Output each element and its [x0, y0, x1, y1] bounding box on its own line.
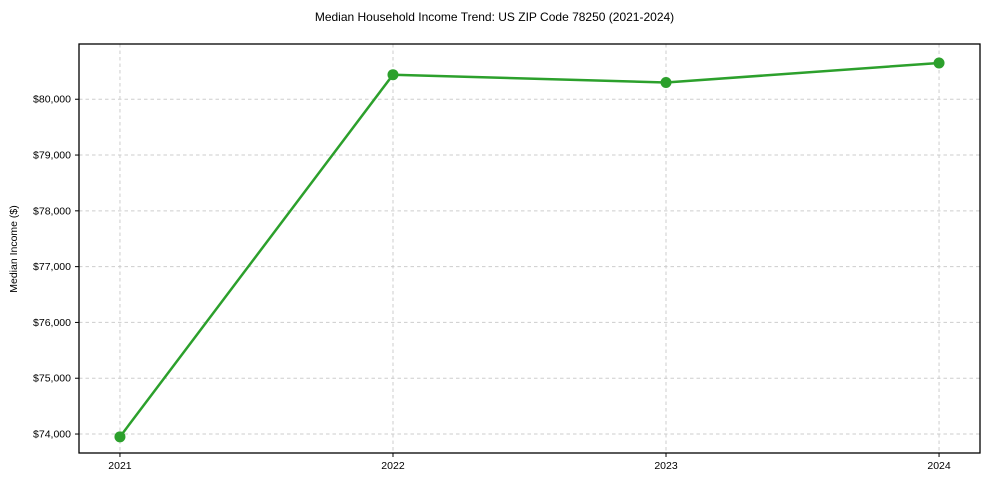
data-point-2023 [660, 77, 672, 89]
y-tick-label: $75,000 [33, 373, 71, 385]
data-point-2024 [933, 57, 945, 69]
x-tick-label: 2024 [927, 460, 951, 472]
data-point-2021 [114, 431, 126, 443]
y-tick-label: $74,000 [33, 429, 71, 441]
data-point-2022 [387, 69, 399, 81]
y-tick-label: $77,000 [33, 261, 71, 273]
chart-title: Median Household Income Trend: US ZIP Co… [314, 10, 675, 24]
y-tick-label: $78,000 [33, 205, 71, 217]
income-trend-line [118, 61, 941, 439]
y-tick-label: $79,000 [33, 150, 71, 162]
y-tick-label: $76,000 [33, 317, 71, 329]
x-tick-label: 2023 [654, 460, 678, 472]
x-tick-label: 2022 [381, 460, 405, 472]
plot-border [78, 43, 981, 454]
x-tick-label: 2021 [108, 460, 132, 472]
y-tick-label: $80,000 [33, 94, 71, 106]
